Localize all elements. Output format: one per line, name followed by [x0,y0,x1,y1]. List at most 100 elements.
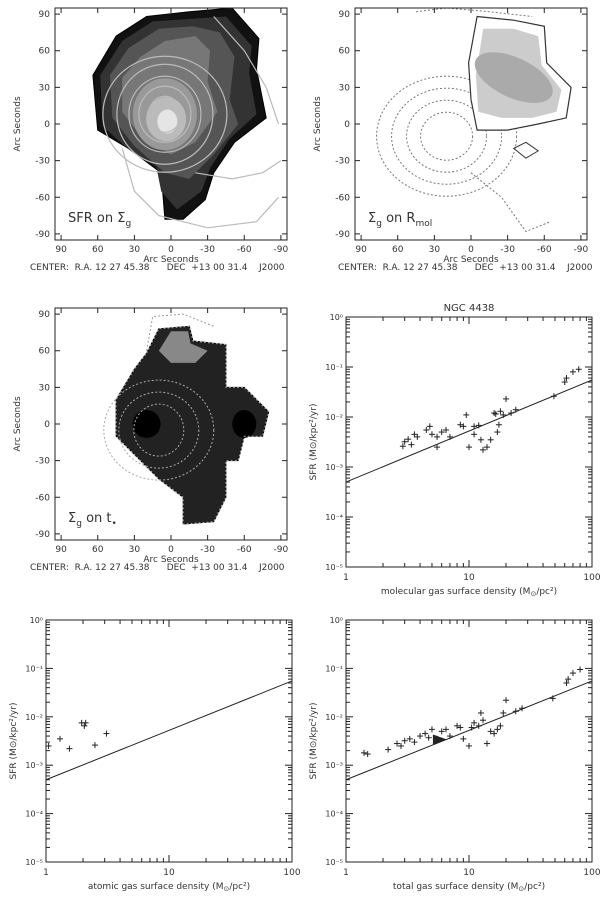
gas-contour [146,313,214,351]
x-tick-label: 100 [583,573,600,583]
y-tick-label: 10⁻⁴ [25,810,43,819]
map-sfr-on-gas: 90 60 30 0 -30 -60 -90 90 60 30 0 -30 -60 -90 Arc Seco… [13,7,289,265]
data-point [569,670,576,677]
data-point [512,708,519,715]
y-tick-label: 60 [39,47,51,57]
data-point [426,423,433,430]
y-tick-label: -60 [35,193,50,203]
data-point [45,742,52,749]
center-coordinates: CENTER: R.A. 12 27 45.38 DEC +13 00 31.4… [338,263,593,273]
data-point [66,745,73,752]
gas-contour [118,391,200,469]
data-point [569,368,576,375]
map-gas-on-rmol: 90 60 30 0 -30 -60 -90 90 60 30 0 -30 -60 -90 Arc Seco… [313,7,589,265]
data-point [406,735,413,742]
data-point [82,719,89,726]
data-point [428,431,435,438]
y-tick-label: 10⁻³ [25,761,43,770]
data-point [414,433,421,440]
data-point [394,740,401,747]
chart-sfr-vs-molecular: NGC 4438 1 10 100 10⁰ 10⁻¹ 10⁻² 10⁻³ 10⁻⁴ 10⁻⁵ mol… [309,303,600,598]
y-tick-label: 10⁻³ [325,463,343,472]
data-point [577,666,584,673]
x-tick-label: -90 [574,245,589,255]
sfr-contour [138,85,192,143]
data-point [500,411,507,418]
data-point [401,438,408,445]
x-tick-label: 60 [92,545,104,555]
plot-frame [345,619,593,863]
x-tick-label: -90 [274,245,289,255]
x-tick-label: 30 [129,545,141,555]
data-point [550,393,557,400]
data-point [457,421,464,428]
data-point [454,722,461,729]
gas-contour [133,403,185,457]
plot-frame [45,619,293,863]
data-point [434,433,441,440]
data-point [512,406,519,413]
y-tick-label: 60 [339,47,351,57]
y-tick-label: 10⁻¹ [325,664,343,673]
sfr-contour [116,63,214,165]
data-point [495,421,502,428]
data-point [471,719,478,726]
data-point [503,395,510,402]
data-point [438,429,445,436]
fit-line [45,680,293,781]
y-tick-label: -30 [335,157,350,167]
data-point [460,735,467,742]
data-point [401,737,408,744]
data-point [471,423,478,430]
rmol-level [474,52,553,103]
data-point [563,375,570,382]
data-point [442,726,449,733]
y-tick-label: 90 [339,10,351,20]
sfr-contour [121,148,279,229]
data-point [463,411,470,418]
data-point [425,734,432,741]
y-tick-label: -90 [35,530,50,540]
x-axis-label: Arc Seconds [143,255,199,265]
x-tick-label: -30 [500,245,515,255]
gas-contour [420,111,474,161]
y-tick-label: -30 [35,457,50,467]
data-point [497,408,504,415]
y-tick-label: -60 [335,193,350,203]
y-tick-label: 30 [339,83,351,93]
y-tick-label: -60 [35,493,50,503]
y-tick-label: 10⁻² [25,713,43,722]
y-axis-label: Arc Seconds [13,396,23,452]
x-tick-label: 0 [168,545,174,555]
gas-density-level [157,109,178,134]
data-point [483,740,490,747]
x-tick-label: 30 [129,245,141,255]
data-point [460,423,467,430]
y-tick-label: 10⁻² [325,413,343,422]
y-tick-label: 10⁰ [30,616,43,625]
y-tick-label: 0 [344,120,350,130]
x-tick-label: 60 [92,245,104,255]
data-point [398,742,405,749]
data-point [480,717,487,724]
data-point [549,695,556,702]
data-point [423,426,430,433]
y-tick-label: 10⁻⁵ [325,858,343,867]
chart-sfr-vs-total: 1 10 100 10⁰ 10⁻¹ 10⁻² 10⁻³ 10⁻⁴ 10⁻⁵ total gas s… [309,616,600,893]
x-tick-label: 1 [343,573,349,583]
sfr-contour [213,16,280,125]
gas-contour [406,99,488,173]
gas-contour [470,172,551,233]
y-tick-label: 90 [39,310,51,320]
y-tick-label: 0 [44,420,50,430]
x-tick-label: 90 [55,245,67,255]
y-tick-label: 10⁰ [330,616,343,625]
center-coordinates: CENTER: R.A. 12 27 45.38 DEC +13 00 31.4… [30,263,285,273]
data-point [471,431,478,438]
x-tick-label: 0 [468,245,474,255]
y-axis-label: Arc Seconds [313,96,323,152]
data-point [81,722,88,729]
data-point [364,751,371,758]
y-tick-label: 10⁻⁴ [325,810,343,819]
map-gas-on-tstar: 90 60 30 0 -30 -60 -90 90 60 30 0 -30 -60 -90 Arc Seco… [13,307,289,565]
